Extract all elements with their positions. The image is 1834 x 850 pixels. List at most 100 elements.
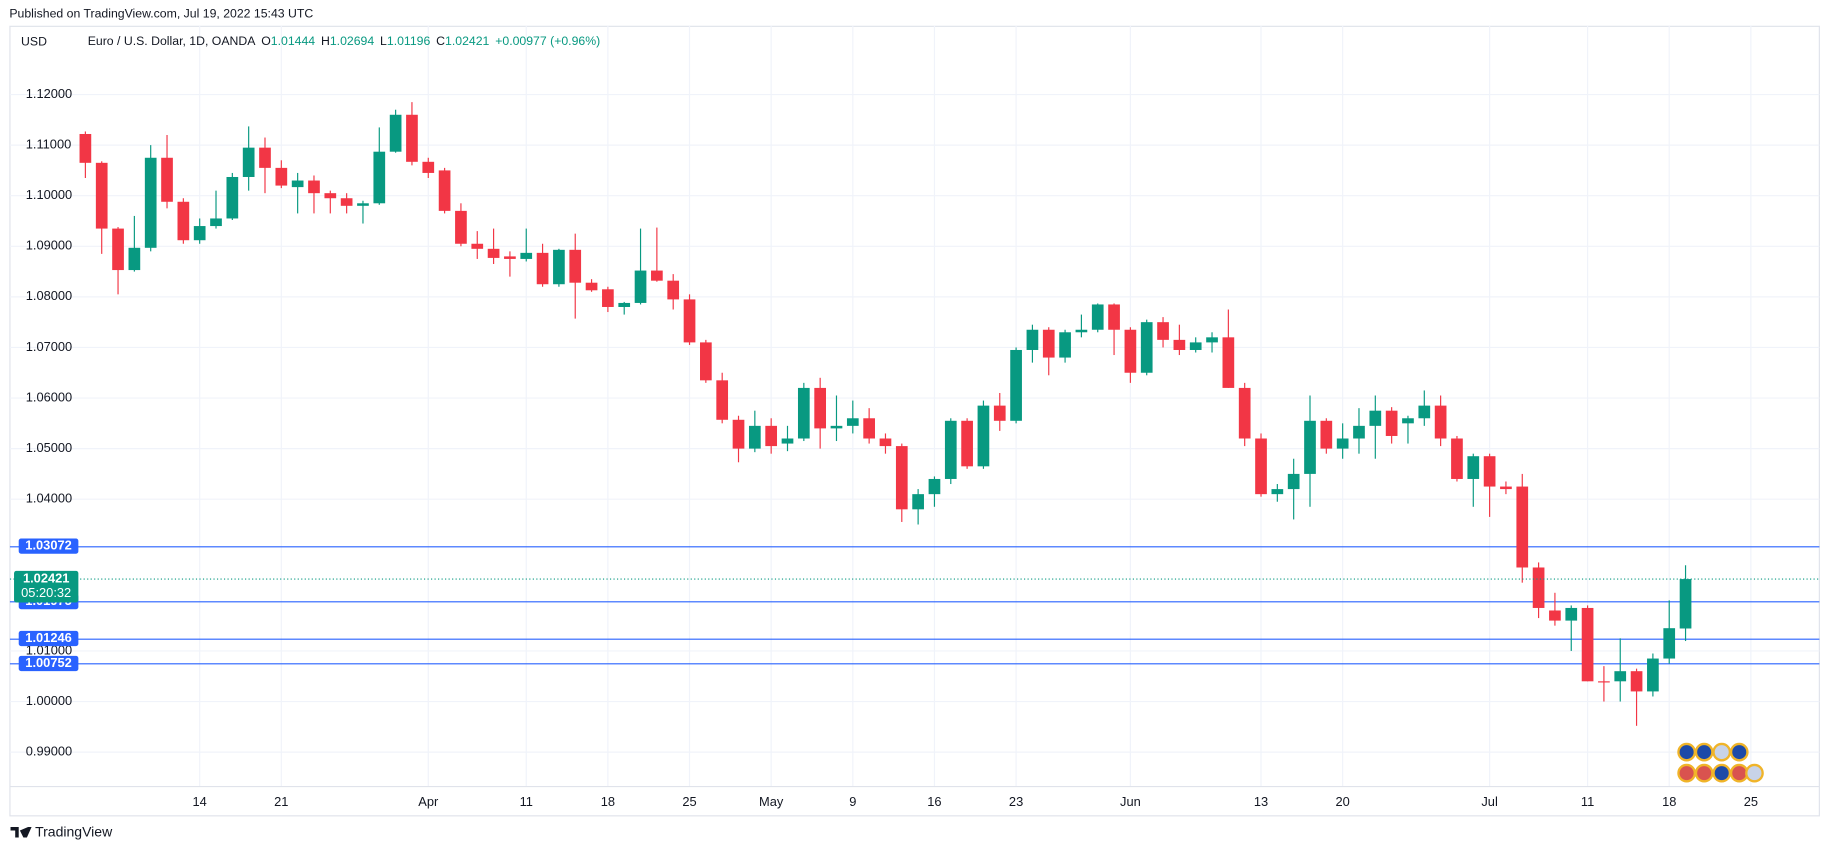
chart-frame <box>9 25 1820 817</box>
candle-body <box>226 176 239 219</box>
candle-body <box>438 170 451 211</box>
x-tick-label: 11 <box>520 794 533 809</box>
candle-body <box>618 302 631 307</box>
x-tick-label: 18 <box>1662 794 1676 809</box>
candle-body <box>504 256 516 259</box>
candle-body <box>1108 304 1120 330</box>
candles <box>9 102 1820 726</box>
y-tick-label: 1.11000 <box>26 137 72 152</box>
y-tick-label: 1.08000 <box>26 288 72 303</box>
candle-body <box>716 380 729 420</box>
candle-body <box>1451 438 1463 479</box>
published-note: Published on TradingView.com, Jul 19, 20… <box>9 6 313 20</box>
x-tick-label: 23 <box>1009 794 1023 809</box>
event-icon <box>1729 742 1749 762</box>
candle-body <box>1042 329 1055 358</box>
y-tick-label: 1.10000 <box>26 187 72 202</box>
x-tick-label: Jul <box>1481 794 1497 809</box>
candle-body <box>1026 329 1039 350</box>
x-tick-label: May <box>759 794 784 809</box>
legend: Euro / U.S. Dollar, 1D, OANDA O1.01444 H1.… <box>88 34 601 48</box>
legend-open: 1.01444 <box>271 34 316 48</box>
candle-body <box>128 247 141 271</box>
candle-body <box>1483 456 1496 487</box>
y-tick-label: 1.12000 <box>26 86 72 101</box>
candle-body <box>1336 438 1349 449</box>
y-tick-label: 1.05000 <box>26 440 72 455</box>
level-label-box <box>18 538 79 554</box>
candle-body <box>389 114 402 152</box>
candle-body <box>667 280 680 300</box>
candle-body <box>308 180 320 194</box>
candle-body <box>1091 304 1104 330</box>
candle-body <box>1467 456 1480 479</box>
x-tick-label: 9 <box>849 794 856 809</box>
candle-body <box>748 425 761 449</box>
event-icon <box>1712 763 1732 783</box>
candle-body <box>1140 322 1153 373</box>
event-icons <box>1677 742 1764 783</box>
legend-open-letter: O <box>261 34 271 48</box>
candle-body <box>634 270 647 303</box>
candle-body <box>879 438 892 447</box>
event-icon <box>1745 763 1764 783</box>
candle-body <box>928 478 941 495</box>
candle-body <box>765 425 778 447</box>
candle-body <box>993 405 1006 421</box>
y-tick-label: 1.07000 <box>26 339 72 354</box>
candle-body <box>1222 337 1235 388</box>
candle-body <box>1287 473 1300 490</box>
candle-body <box>1385 410 1398 436</box>
candle-body <box>112 228 124 271</box>
legend-change: +0.00977 (+0.96%) <box>495 34 600 48</box>
candle-body <box>1402 418 1414 424</box>
candle-body <box>895 446 908 510</box>
event-icon <box>1694 763 1714 783</box>
x-tick-label: 11 <box>1581 794 1594 809</box>
y-tick-label: 1.04000 <box>26 491 72 506</box>
legend-close: 1.02421 <box>445 34 490 48</box>
x-tick-label: 16 <box>927 794 941 809</box>
x-tick-label: Jun <box>1120 794 1141 809</box>
legend-high: 1.02694 <box>330 34 375 48</box>
legend-close-letter: C <box>436 34 445 48</box>
candle-body <box>1500 486 1512 490</box>
candle-body <box>781 438 794 444</box>
candle-body <box>177 201 190 241</box>
candle-body <box>324 193 337 199</box>
candle-body <box>291 180 304 188</box>
x-tick-label: 20 <box>1336 794 1350 809</box>
candle-body <box>1206 337 1218 343</box>
candle-body <box>471 243 484 249</box>
candle-body <box>536 252 549 285</box>
legend-high-letter: H <box>321 34 330 48</box>
candle-body <box>700 342 712 381</box>
candle-body <box>585 282 598 291</box>
candle-body <box>455 210 467 244</box>
candle-body <box>1238 387 1251 439</box>
candle-body <box>553 249 565 285</box>
candle-body <box>814 387 827 429</box>
event-icon <box>1677 763 1696 783</box>
event-icon <box>1712 742 1732 762</box>
candle-body <box>487 248 500 258</box>
candle-body <box>732 419 745 449</box>
legend-low-letter: L <box>380 34 387 48</box>
candle-body <box>1173 339 1186 350</box>
candle-body <box>1516 486 1529 568</box>
candle-body <box>210 218 222 227</box>
level-label: 1.01246 <box>25 630 71 645</box>
candle-body <box>520 252 533 259</box>
candle-body <box>1304 420 1316 474</box>
candle-body <box>797 387 810 439</box>
legend-low: 1.01196 <box>387 34 431 48</box>
candle-body <box>259 147 271 168</box>
candle-body <box>1124 329 1137 373</box>
x-tick-label: 21 <box>274 794 288 809</box>
x-tick-label: 13 <box>1254 794 1268 809</box>
candle-body <box>1647 658 1659 692</box>
candle-body <box>275 167 288 186</box>
price-label-box <box>14 570 79 603</box>
level-label-box <box>18 655 79 672</box>
